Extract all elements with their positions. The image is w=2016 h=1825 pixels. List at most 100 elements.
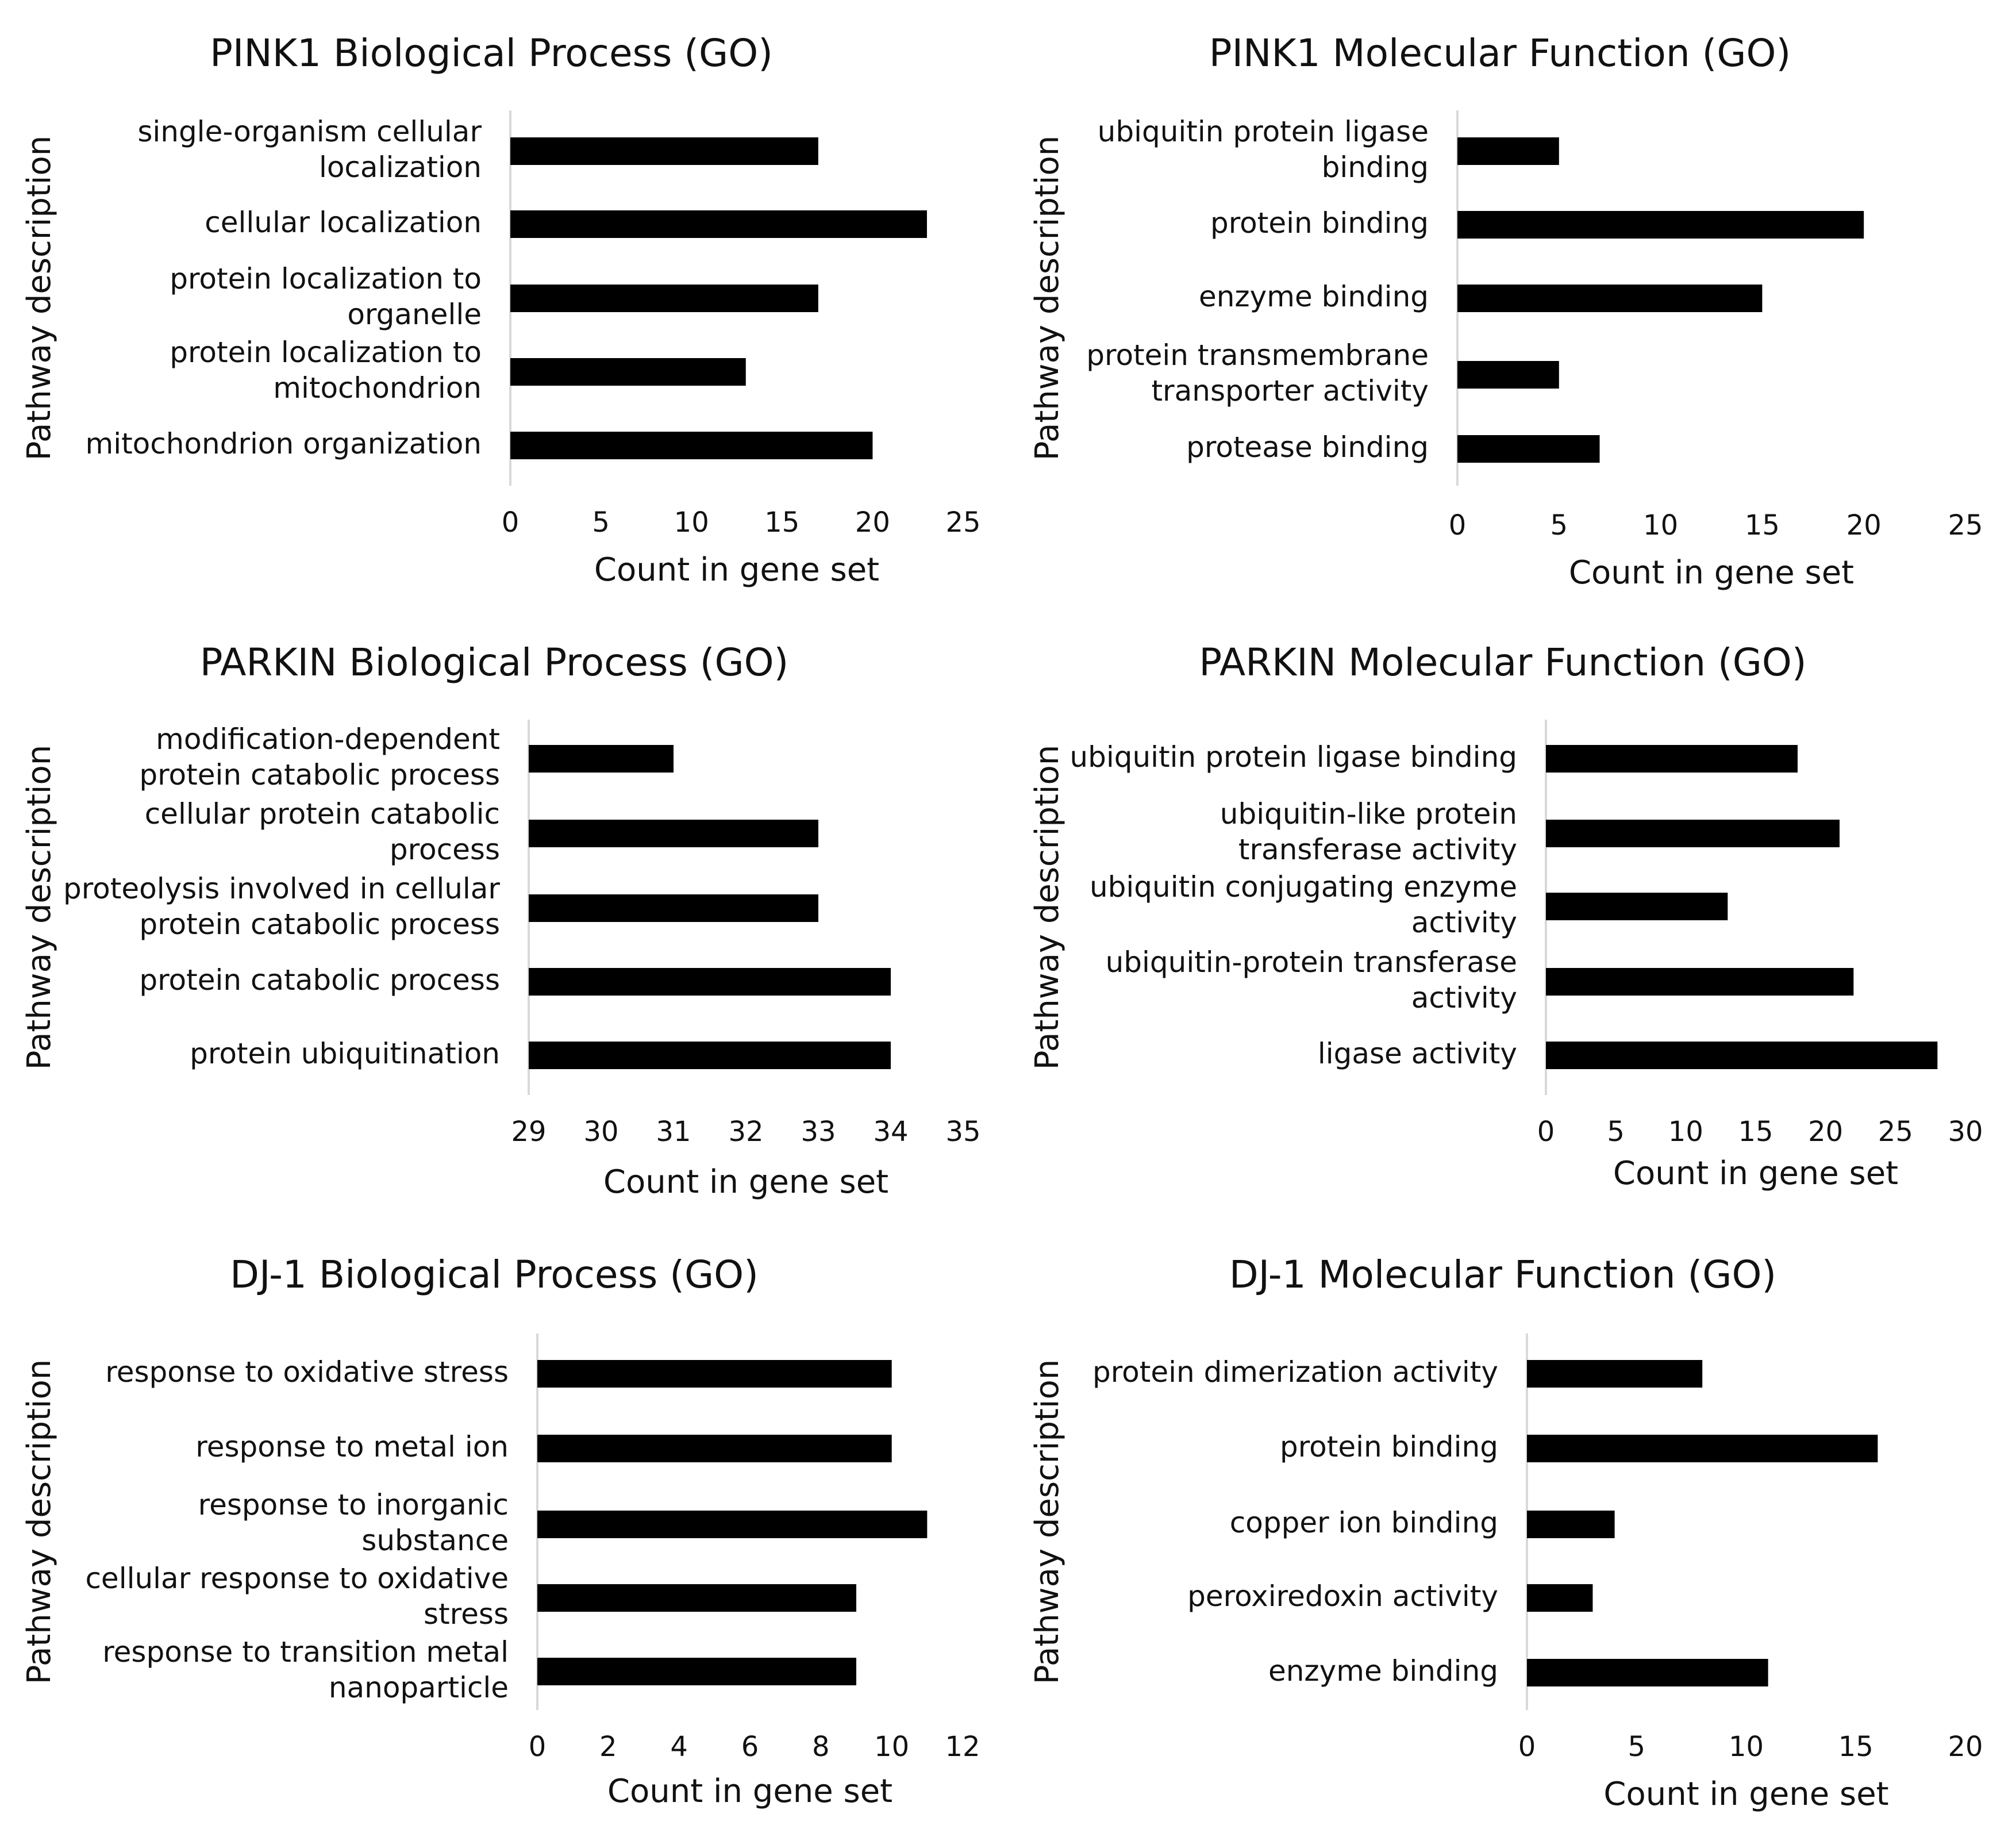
- category-label: copper ion binding: [1230, 1506, 1498, 1539]
- chart-panel-2: PINK1 Molecular Function (GO) Pathway des…: [1029, 31, 1983, 591]
- x-tick-label: 12: [945, 1731, 980, 1763]
- category-label: cellular protein catabolic process: [145, 797, 500, 866]
- x-tick-label: 25: [945, 506, 980, 539]
- category-label-line: enzyme binding: [1268, 1654, 1498, 1688]
- x-tick-label: 10: [1668, 1116, 1703, 1148]
- category-label: peroxiredoxin activity: [1187, 1580, 1498, 1613]
- x-tick-label: 31: [656, 1116, 691, 1148]
- category-label-line: response to inorganic: [198, 1488, 509, 1522]
- bar: [529, 1042, 891, 1069]
- category-label-line: protein localization to: [170, 336, 482, 369]
- category-label: response to oxidative stress: [105, 1355, 509, 1389]
- x-axis-title: Count in gene set: [1569, 554, 1854, 591]
- bar: [1527, 1584, 1593, 1612]
- category-label-line: mitochondrion organization: [85, 427, 482, 460]
- category-label-line: modification-dependent: [156, 723, 500, 756]
- bar: [1527, 1511, 1615, 1538]
- x-axis-title: Count in gene set: [603, 1163, 888, 1201]
- category-label: response to transition metal nanoparticle: [102, 1635, 509, 1704]
- category-label-line: nanoparticle: [329, 1671, 509, 1704]
- bar: [1546, 820, 1840, 847]
- category-label: modification-dependent protein catabolic …: [139, 723, 500, 792]
- y-axis-title: Pathway description: [1029, 1359, 1066, 1684]
- category-label-line: ubiquitin-like protein: [1220, 797, 1517, 831]
- x-tick-label: 10: [874, 1731, 909, 1763]
- category-label-line: protease binding: [1186, 431, 1429, 464]
- x-tick-label: 0: [1449, 509, 1467, 541]
- bar: [1457, 435, 1600, 463]
- bar: [529, 894, 818, 922]
- x-tick-label: 30: [583, 1116, 618, 1148]
- category-label-line: organelle: [347, 298, 482, 331]
- category-label-line: ligase activity: [1318, 1037, 1517, 1070]
- chart-title: PARKIN Biological Process (GO): [200, 640, 789, 685]
- category-label-line: protein catabolic process: [139, 963, 500, 997]
- category-label: protein ubiquitination: [190, 1037, 500, 1070]
- bar: [537, 1435, 892, 1462]
- category-label-line: response to transition metal: [102, 1635, 509, 1669]
- bar: [529, 745, 674, 773]
- chart-panel-6: DJ-1 Molecular Function (GO) Pathway desc…: [1029, 1252, 1983, 1813]
- category-label-line: protein binding: [1280, 1430, 1498, 1463]
- bar: [510, 137, 818, 165]
- category-label: cellular response to oxidative stress: [85, 1562, 509, 1631]
- bar: [537, 1511, 928, 1538]
- x-tick-label: 30: [1948, 1116, 1983, 1148]
- category-label-line: mitochondrion: [273, 371, 482, 405]
- category-label-line: binding: [1322, 151, 1429, 184]
- category-label-line: response to oxidative stress: [105, 1355, 509, 1389]
- category-label-line: ubiquitin conjugating enzyme: [1090, 870, 1517, 904]
- x-tick-label: 5: [592, 506, 610, 539]
- chart-panel-4: PARKIN Molecular Function (GO) Pathway de…: [1029, 640, 1983, 1192]
- category-label-line: activity: [1411, 981, 1517, 1015]
- bar: [529, 968, 891, 996]
- bar: [1457, 285, 1763, 312]
- x-tick-label: 33: [801, 1116, 836, 1148]
- bar: [510, 210, 927, 238]
- category-label: ubiquitin-like protein transferase activi…: [1220, 797, 1517, 866]
- chart-panel-3: PARKIN Biological Process (GO) Pathway de…: [21, 640, 980, 1201]
- x-tick-label: 20: [1846, 509, 1882, 541]
- chart-title: DJ-1 Biological Process (GO): [230, 1252, 759, 1297]
- x-tick-label: 25: [1878, 1116, 1913, 1148]
- category-label: ubiquitin conjugating enzyme activity: [1090, 870, 1517, 939]
- category-label-line: cellular response to oxidative: [85, 1562, 509, 1595]
- x-tick-label: 0: [1537, 1116, 1555, 1148]
- category-label-line: process: [390, 833, 500, 866]
- category-label: ubiquitin protein ligase binding: [1069, 740, 1517, 774]
- x-tick-label: 0: [1518, 1731, 1536, 1763]
- bar: [1546, 745, 1798, 773]
- category-label: protein localization to organelle: [170, 262, 482, 331]
- bar: [537, 1584, 856, 1612]
- category-label-line: ubiquitin-protein transferase: [1106, 946, 1517, 979]
- y-axis-title: Pathway description: [21, 1359, 58, 1684]
- x-tick-label: 10: [674, 506, 709, 539]
- category-label: response to inorganic substance: [198, 1488, 509, 1557]
- category-label-line: protein catabolic process: [139, 758, 500, 792]
- chart-title: DJ-1 Molecular Function (GO): [1229, 1252, 1776, 1297]
- category-label-line: transporter activity: [1151, 374, 1429, 408]
- category-label: protein transmembrane transporter activit…: [1086, 339, 1429, 408]
- bar: [1546, 1042, 1938, 1069]
- category-label-line: protein dimerization activity: [1092, 1355, 1498, 1389]
- x-tick-label: 6: [741, 1731, 759, 1763]
- category-label: ligase activity: [1318, 1037, 1517, 1070]
- chart-panel-1: PINK1 Biological Process (GO) Pathway des…: [21, 31, 980, 589]
- x-tick-label: 20: [1808, 1116, 1843, 1148]
- category-label-line: protein transmembrane: [1086, 339, 1429, 372]
- x-axis-title: Count in gene set: [1613, 1155, 1898, 1192]
- category-label-line: localization: [319, 151, 482, 184]
- category-label-line: cellular protein catabolic: [145, 797, 500, 831]
- chart-title: PINK1 Biological Process (GO): [210, 31, 773, 75]
- category-label-line: single-organism cellular: [137, 115, 482, 148]
- category-label: enzyme binding: [1268, 1654, 1498, 1688]
- bar: [510, 358, 746, 386]
- x-tick-label: 34: [873, 1116, 908, 1148]
- x-tick-label: 15: [1838, 1731, 1873, 1763]
- x-tick-label: 8: [812, 1731, 830, 1763]
- x-axis-title: Count in gene set: [607, 1773, 892, 1810]
- bar: [1527, 1360, 1703, 1388]
- category-label-line: ubiquitin protein ligase: [1098, 115, 1429, 148]
- category-label-line: protein localization to: [170, 262, 482, 295]
- bar: [510, 285, 818, 312]
